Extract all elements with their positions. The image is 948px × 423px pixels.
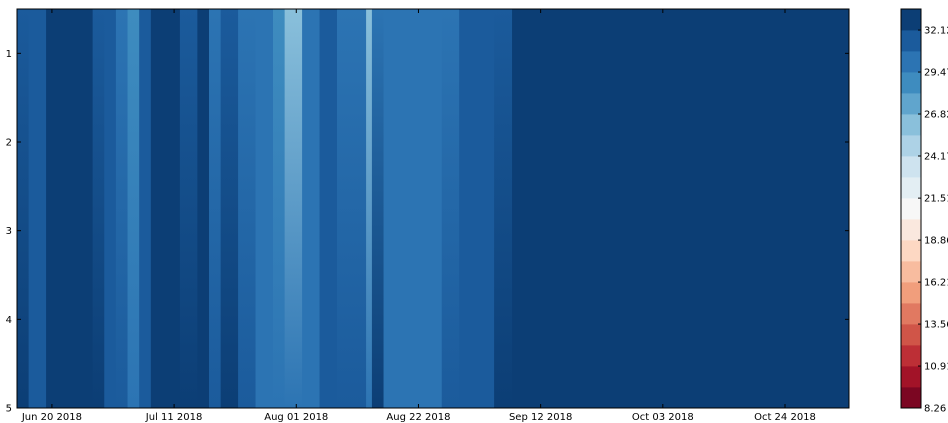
contour-band (302, 9, 321, 408)
contour-band (238, 9, 257, 408)
colorbar-segment (901, 198, 921, 220)
contour-band (255, 9, 274, 408)
colorbar-tick-label: 21.51 (924, 194, 948, 205)
y-axis: 1 2 3 4 5 (6, 49, 849, 415)
contour-band (150, 9, 163, 408)
contour-band (179, 9, 198, 408)
colorbar-tick-label: 8.26 (924, 404, 946, 415)
contour-band (459, 9, 478, 408)
contour-band (383, 9, 402, 408)
colorbar-frame (900, 8, 922, 409)
colorbar-segment (901, 9, 921, 31)
colorbar-segment (901, 51, 921, 73)
contour-band (494, 9, 513, 408)
contour-band (354, 9, 367, 408)
contour-band (371, 9, 385, 408)
colorbar-segment (901, 219, 921, 241)
contour-band (337, 9, 355, 408)
y-tick-label: 3 (6, 226, 12, 237)
colorbar-segment (901, 324, 921, 346)
x-tick-label: Jul 11 2018 (145, 412, 203, 423)
plot-frame (16, 8, 850, 409)
contour-band (139, 9, 152, 408)
y-tick-label: 2 (6, 138, 12, 149)
contour-band (284, 9, 303, 408)
contour-band (104, 9, 117, 408)
contour-band (17, 9, 30, 408)
plot-area (17, 9, 849, 408)
contour-band (162, 9, 181, 408)
colorbar-segment (901, 93, 921, 115)
colorbar-tick-label: 29.47 (924, 68, 948, 79)
contour-band (197, 9, 210, 408)
x-tick-label: Aug 22 2018 (386, 412, 450, 423)
x-tick-label: Sep 12 2018 (509, 412, 572, 423)
contour-band (441, 9, 460, 408)
y-tick-label: 1 (6, 49, 12, 60)
contour-band (92, 9, 105, 408)
colorbar-tick-label: 26.82 (924, 110, 948, 121)
contour-band (127, 9, 140, 408)
contour-band (209, 9, 222, 408)
contour-band (418, 9, 443, 408)
contour-band (220, 9, 239, 408)
colorbar-segment (901, 30, 921, 52)
colorbar-segment (901, 114, 921, 136)
y-tick-label: 4 (6, 315, 12, 326)
colorbar-tick-label: 10.91 (924, 362, 948, 373)
colorbar-segment (901, 303, 921, 325)
contour-band (115, 9, 129, 408)
colorbar-tick-label: 13.56 (924, 320, 948, 331)
y-tick-label: 5 (6, 404, 12, 415)
colorbar-segment (901, 135, 921, 157)
contour-band (401, 9, 419, 408)
colorbar-segment (901, 387, 921, 409)
colorbar-segment (901, 261, 921, 283)
colorbar-segment (901, 240, 921, 262)
x-tick-label: Oct 24 2018 (754, 412, 816, 423)
x-tick-label: Oct 03 2018 (632, 412, 694, 423)
contour-band (28, 9, 47, 408)
colorbar-tick-label: 24.17 (924, 151, 948, 162)
colorbar-segment (901, 345, 921, 367)
contour-band (75, 9, 94, 408)
contour-band (366, 9, 373, 408)
colorbar: 8.26 10.91 13.56 16.21 18.86 21.51 24.17 26.82 2… (900, 8, 948, 415)
colorbar-segment (901, 156, 921, 178)
x-tick-label: Aug 01 2018 (264, 412, 328, 423)
colorbar-tick-label: 16.21 (924, 278, 948, 289)
x-tick-label: Jun 20 2018 (21, 412, 82, 423)
colorbar-segment (901, 282, 921, 304)
contour-band (319, 9, 338, 408)
colorbar-tick-label: 32.12 (924, 26, 948, 37)
colorbar-segment (901, 72, 921, 94)
x-axis: Jun 20 2018 Jul 11 2018 Aug 01 2018 Aug 22 … (21, 9, 816, 423)
colorbar-segment (901, 366, 921, 388)
colorbar-segment (901, 177, 921, 199)
contour-band (273, 9, 286, 408)
colorbar-tick-label: 18.86 (924, 236, 948, 247)
contour-band (46, 9, 76, 408)
contour-band (476, 9, 495, 408)
